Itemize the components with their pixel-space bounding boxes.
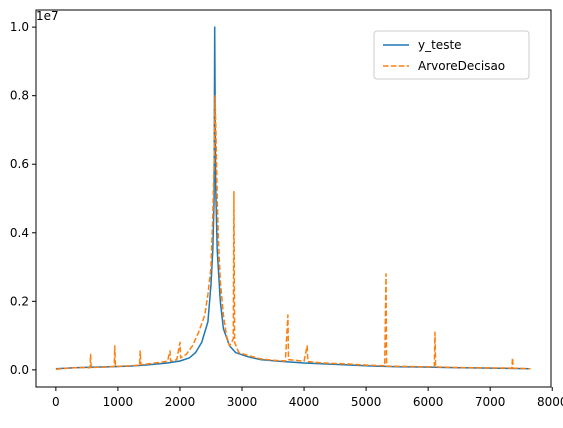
y-tick-label: 0.8 [10,89,29,103]
y-axis: 0.0 0.2 0.4 0.6 0.8 1.0 [10,20,36,377]
x-tick-label: 2000 [165,395,196,409]
x-tick-label: 4000 [289,395,320,409]
x-tick-label: 7000 [475,395,506,409]
y-tick-label: 1.0 [10,20,29,34]
series-layer [55,26,531,370]
x-tick-label: 3000 [227,395,258,409]
legend-label-y-teste: y_teste [418,38,462,52]
y-tick-label: 0.6 [10,157,29,171]
y-tick-label: 0.0 [10,363,29,377]
x-tick-label: 0 [52,395,60,409]
y-offset-label: 1e7 [36,9,59,23]
x-tick-label: 6000 [413,395,444,409]
y-tick-label: 0.4 [10,226,29,240]
plot-frame [35,9,552,388]
y-tick-label: 0.2 [10,294,29,308]
x-tick-label: 5000 [351,395,382,409]
legend: y_teste ArvoreDecisao [373,30,530,80]
x-tick-label: 1000 [103,395,134,409]
legend-label-arvoredecisao: ArvoreDecisao [418,59,505,73]
legend-frame [373,30,530,80]
series-line-arvoredecisao [55,94,531,370]
